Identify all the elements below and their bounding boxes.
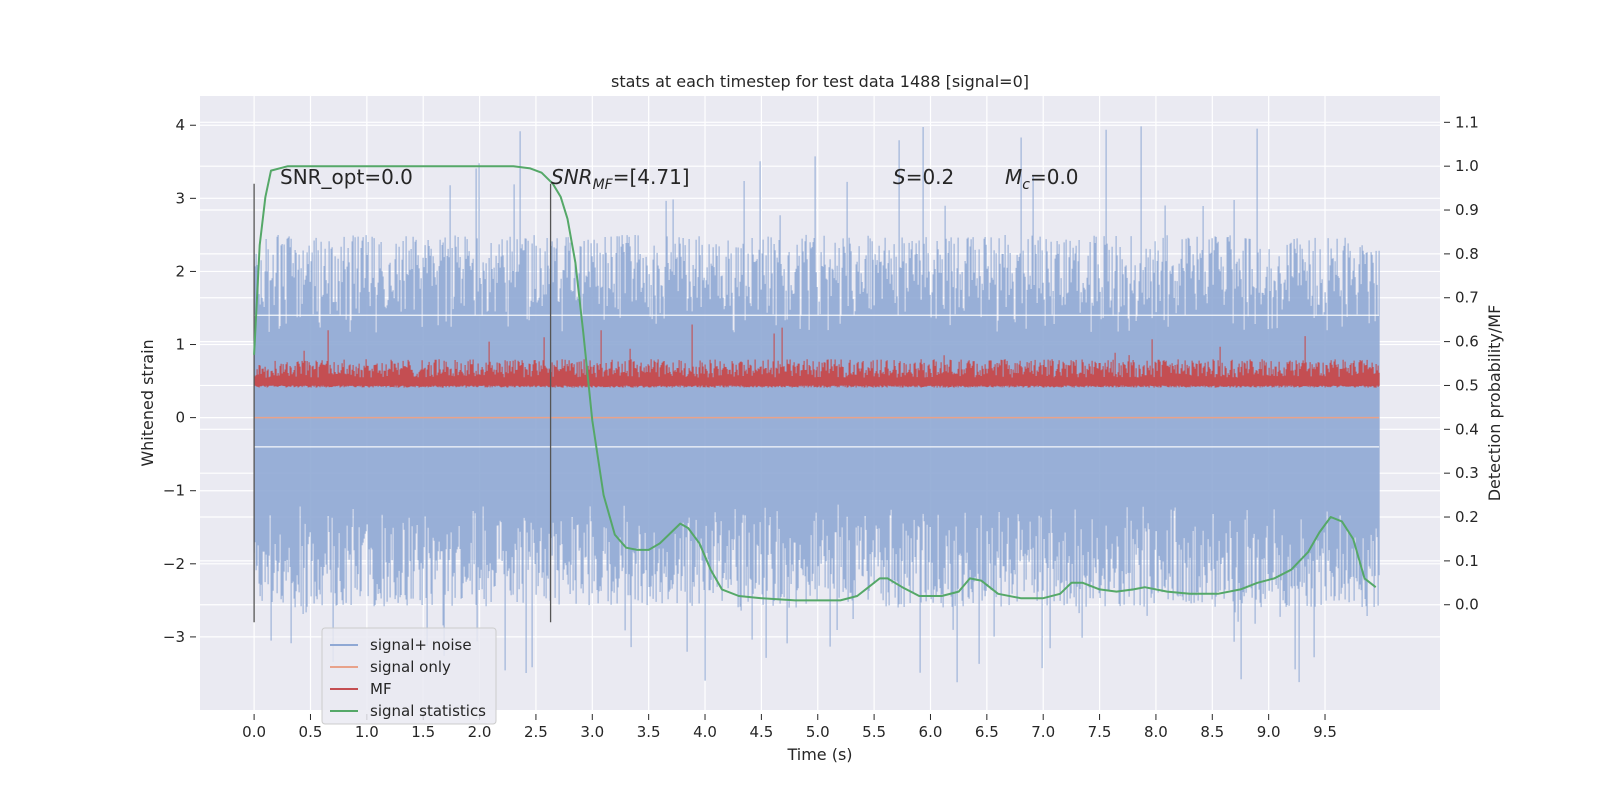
y-right-tick-label: 0.6 — [1455, 333, 1479, 351]
x-tick-label: 8.0 — [1144, 723, 1168, 741]
y-tick-label: −2 — [163, 555, 185, 573]
x-tick-label: 0.5 — [299, 723, 323, 741]
y-right-tick-label: 0.8 — [1455, 245, 1479, 263]
series-signal-statistics — [253, 165, 1377, 602]
x-tick-label: 6.5 — [975, 723, 999, 741]
legend-label: signal statistics — [370, 702, 486, 720]
y-tick-label: 4 — [175, 116, 185, 134]
chart-title: stats at each timestep for test data 148… — [611, 72, 1029, 91]
y-tick-label: 0 — [175, 409, 185, 427]
y-axis-right-label: Detection probability/MF — [1485, 305, 1504, 502]
y-right-tick-label: 0.5 — [1455, 376, 1479, 394]
y-axis-left-ticks: −3 −2 −1 0 1 2 3 4 — [163, 116, 196, 646]
annotation-snr-mf-sub: MF — [593, 177, 614, 193]
legend-label: signal only — [370, 658, 451, 676]
series-signal-statistics-line — [253, 165, 1377, 602]
y-right-tick-label: 0.3 — [1455, 464, 1479, 482]
annotation-mc-value: =0.0 — [1030, 165, 1079, 189]
y-right-tick-label: 0.4 — [1455, 420, 1479, 438]
y-right-tick-label: 0.1 — [1455, 552, 1479, 570]
annotation-s-value: =0.2 — [906, 165, 955, 189]
annotation-mc-sub: c — [1022, 177, 1030, 193]
annotation-mc: Mc=0.0 — [1005, 165, 1079, 193]
x-tick-label: 4.0 — [693, 723, 717, 741]
legend-label: signal+ noise — [370, 636, 472, 654]
y-tick-label: −3 — [163, 628, 185, 646]
x-tick-label: 6.0 — [919, 723, 943, 741]
annotation-snr-mf-base: SNR — [551, 165, 593, 189]
y-right-tick-label: 0.2 — [1455, 508, 1479, 526]
x-tick-label: 8.5 — [1200, 723, 1224, 741]
y-right-tick-label: 0.9 — [1455, 201, 1479, 219]
y-right-tick-label: 0.7 — [1455, 289, 1479, 307]
x-axis-ticks: 0.0 0.5 1.0 1.5 2.0 2.5 3.0 3.5 4.0 4.5 5.0 5.5 6.0 6… — [242, 714, 1337, 741]
x-tick-label: 1.0 — [355, 723, 379, 741]
x-tick-label: 1.5 — [411, 723, 435, 741]
x-tick-label: 7.0 — [1031, 723, 1055, 741]
y-tick-label: 3 — [175, 189, 185, 207]
annotation-mc-var: M — [1005, 165, 1022, 189]
y-right-tick-label: 0.0 — [1455, 596, 1479, 614]
x-axis-label: Time (s) — [786, 745, 852, 764]
legend: signal+ noise signal only MF signal statist… — [321, 627, 497, 725]
annotation-s-var: S — [893, 165, 906, 189]
legend-box — [321, 627, 497, 725]
x-tick-label: 5.0 — [806, 723, 830, 741]
x-tick-label: 3.0 — [580, 723, 604, 741]
y-tick-label: −1 — [163, 482, 185, 500]
y-right-tick-label: 1.1 — [1455, 113, 1479, 131]
x-tick-label: 0.0 — [242, 723, 266, 741]
x-tick-label: 3.5 — [637, 723, 661, 741]
x-tick-label: 2.5 — [524, 723, 548, 741]
x-tick-label: 2.0 — [468, 723, 492, 741]
y-right-tick-label: 1.0 — [1455, 157, 1479, 175]
annotation-snr-mf-value: =[4.71] — [613, 165, 690, 189]
y-axis-label: Whitened strain — [138, 339, 157, 466]
annotation-s: S=0.2 — [893, 165, 954, 189]
y-tick-label: 1 — [175, 336, 185, 354]
annotation-snr-mf: SNRMF=[4.71] — [551, 165, 690, 193]
y-tick-label: 2 — [175, 262, 185, 280]
x-tick-label: 7.5 — [1088, 723, 1112, 741]
x-tick-label: 4.5 — [749, 723, 773, 741]
x-tick-label: 9.5 — [1313, 723, 1337, 741]
vertical-markers — [253, 183, 552, 623]
x-tick-label: 5.5 — [862, 723, 886, 741]
annotation-snr-opt: SNR_opt=0.0 — [280, 165, 413, 189]
legend-label: MF — [370, 680, 392, 698]
x-tick-label: 9.0 — [1257, 723, 1281, 741]
y-axis-right-ticks: 0.0 0.1 0.2 0.3 0.4 0.5 0.6 0.7 0.8 0.9 1.0 1.1 — [1444, 113, 1479, 614]
